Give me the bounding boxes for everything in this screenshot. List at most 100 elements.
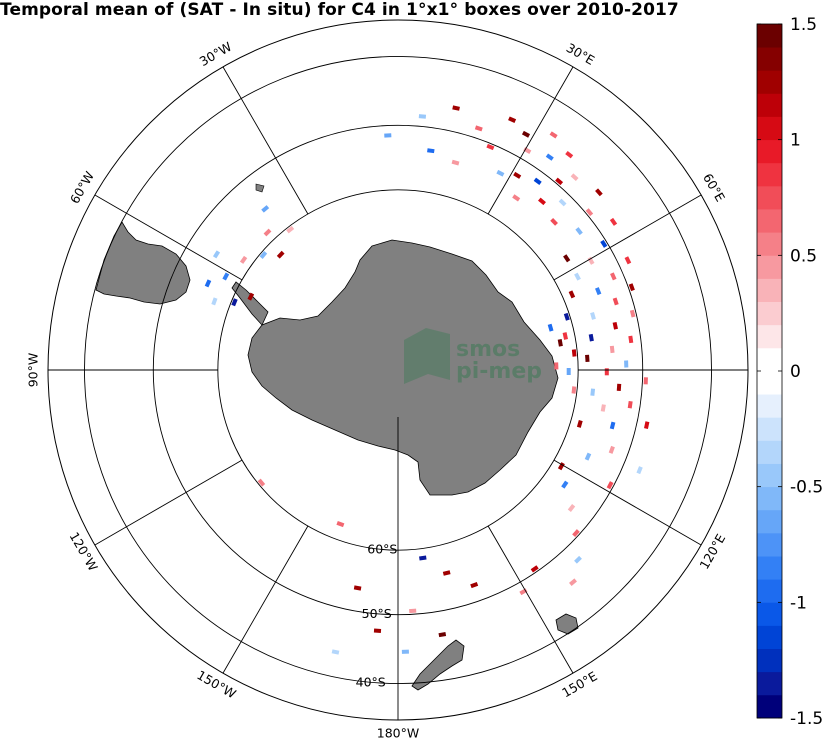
graticule — [48, 56, 748, 720]
data-box — [259, 251, 268, 259]
data-box — [600, 404, 606, 412]
data-box — [575, 227, 583, 236]
colorbar-segment — [757, 509, 782, 534]
small-island — [255, 183, 265, 193]
colorbar-segment — [757, 648, 782, 673]
data-box — [628, 283, 635, 292]
new-zealand-landmass — [411, 639, 465, 691]
data-box — [530, 565, 539, 573]
colorbar-segment — [757, 347, 782, 372]
meridian-label: 30°E — [564, 40, 598, 68]
colorbar-segment — [757, 694, 782, 719]
data-box — [512, 194, 521, 202]
land-layer — [95, 183, 579, 691]
data-box — [557, 339, 563, 347]
colorbar-segment — [757, 24, 782, 48]
colorbar-segment — [757, 70, 782, 94]
data-box — [567, 504, 576, 512]
data-box — [565, 150, 574, 159]
colorbar-segment — [757, 278, 782, 302]
meridian-line — [553, 459, 702, 546]
data-box — [574, 555, 582, 564]
colorbar-segment — [757, 47, 782, 71]
data-box — [401, 649, 409, 654]
data-box — [555, 177, 564, 186]
colorbar-segment — [757, 162, 782, 187]
data-box — [419, 555, 427, 561]
data-box — [561, 480, 569, 489]
data-box — [247, 292, 255, 301]
colorbar-segment — [757, 324, 782, 349]
data-box — [373, 628, 382, 633]
data-box — [563, 254, 571, 263]
smos-logo-icon — [404, 328, 450, 384]
data-box — [508, 116, 517, 123]
data-box — [212, 250, 221, 259]
data-box — [612, 321, 618, 330]
data-boxes-layer — [204, 105, 650, 655]
meridian-line — [553, 194, 702, 281]
colorbar-tick-label: -1 — [790, 593, 807, 613]
parallel-label: 50°S — [362, 606, 392, 621]
meridian-label: 150°E — [559, 668, 600, 700]
data-box — [470, 582, 479, 589]
data-box — [568, 290, 576, 299]
data-box — [451, 159, 460, 166]
colorbar-segment — [757, 139, 782, 164]
data-box — [286, 225, 295, 234]
data-box — [427, 148, 435, 154]
parallel-labels: 60°S 50°S 40°S — [356, 542, 398, 690]
colorbar-segment — [757, 232, 782, 256]
data-box — [585, 208, 594, 217]
data-box — [570, 173, 579, 182]
data-box — [336, 521, 345, 528]
colorbar-tick-label: 1.5 — [790, 15, 817, 35]
data-box — [204, 279, 212, 288]
data-box — [521, 130, 531, 138]
data-box — [452, 105, 460, 111]
south-america-landmass — [95, 221, 191, 305]
data-box — [549, 131, 558, 139]
colorbar-segment — [757, 486, 782, 511]
data-box — [554, 362, 559, 370]
map-title: Temporal mean of (SAT - In situ) for C4 … — [0, 0, 679, 20]
colorbar-segment — [757, 671, 782, 696]
data-box — [496, 169, 505, 177]
meridian-line — [222, 66, 309, 215]
data-box — [627, 400, 633, 409]
colorbar-tick-label: -0.5 — [790, 478, 823, 498]
data-box — [629, 309, 636, 318]
colorbar: 1.5 1 0.5 0 -0.5 -1 -1.5 — [756, 15, 823, 729]
colorbar-segment — [757, 532, 782, 557]
data-box — [612, 297, 619, 306]
data-box — [609, 421, 616, 430]
colorbar-tick-label: 0 — [790, 362, 801, 382]
data-box — [628, 335, 634, 344]
data-box — [587, 256, 595, 265]
data-box — [569, 578, 577, 586]
data-box — [595, 188, 603, 197]
data-box — [486, 143, 495, 151]
data-box — [257, 478, 266, 487]
colorbar-segment — [757, 602, 782, 626]
meridian-line — [222, 525, 309, 674]
data-box — [636, 466, 643, 475]
colorbar-segment — [757, 371, 782, 395]
colorbar-segment — [757, 440, 782, 464]
data-box — [571, 349, 577, 357]
colorbar-segment — [757, 417, 782, 441]
data-box — [576, 419, 583, 428]
data-box — [644, 421, 650, 429]
colorbar-segment — [757, 116, 782, 141]
colorbar-segment — [757, 625, 782, 649]
data-box — [563, 312, 570, 321]
colorbar-segment — [757, 463, 782, 488]
data-box — [231, 298, 238, 307]
data-box — [418, 114, 427, 119]
meridian-line — [487, 66, 574, 215]
data-box — [474, 125, 483, 132]
data-box — [624, 256, 632, 265]
colorbar-segment — [757, 185, 782, 210]
data-box — [222, 272, 230, 281]
